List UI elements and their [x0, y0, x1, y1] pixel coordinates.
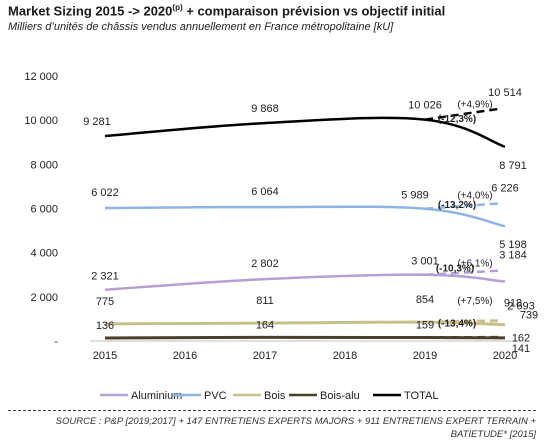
legend-label: Aluminium	[131, 390, 182, 402]
title-superscript: (p)	[172, 3, 183, 12]
chart-title: Market Sizing 2015 -> 2020(p) + comparai…	[8, 3, 445, 18]
data-label: 6 022	[91, 187, 119, 199]
growth-target-label: (+4,9%)	[457, 100, 492, 111]
title-rest: + comparaison prévision vs objectif init…	[182, 3, 446, 19]
data-label: 6 064	[251, 186, 279, 198]
series-line-aluminium	[104, 273, 506, 291]
data-label: 9 281	[83, 116, 111, 128]
data-label: 9 868	[251, 103, 279, 115]
source-note: SOURCE : P&P [2019;2017] + 147 ENTRETIEN…	[55, 416, 536, 440]
series-line-total	[104, 116, 506, 149]
series-line-bois-alu	[104, 335, 506, 340]
y-tick-label: 10 000	[24, 115, 58, 127]
y-tick-label: 8 000	[30, 159, 58, 171]
legend-label: PVC	[204, 390, 227, 402]
data-label: 2 802	[251, 258, 279, 270]
chart-subtitle: Milliers d’unités de châssis vendus annu…	[8, 21, 394, 33]
data-label: 5 989	[401, 190, 429, 202]
x-tick-label: 2019	[413, 350, 437, 362]
legend-label: Bois	[264, 390, 286, 402]
x-tick-label: 2015	[93, 350, 117, 362]
footer-divider	[8, 410, 536, 411]
data-label: 159	[416, 319, 434, 331]
data-label: 164	[256, 319, 274, 331]
target-label: 162	[512, 332, 530, 344]
data-label: 141	[512, 343, 530, 355]
y-tick-label: 12 000	[24, 71, 58, 83]
growth-actual-label: (-13,4%)	[438, 319, 476, 330]
title-main: Market Sizing 2015 -> 2020	[8, 3, 173, 19]
growth-target-label: (+6,1%)	[457, 259, 492, 270]
series-line-pvc	[104, 205, 506, 228]
data-label: 739	[520, 310, 538, 322]
y-tick-label: 2 000	[30, 292, 58, 304]
target-label: 10 514	[488, 87, 522, 99]
growth-actual-label: (-12,3%)	[438, 114, 476, 125]
line-chart: - 2 000 4 000 6 000 8 000 10 000 12 000 2015 201…	[24, 71, 538, 402]
target-label: 3 184	[499, 250, 527, 262]
growth-actual-label: (-13,2%)	[438, 200, 476, 211]
y-tick-label: 4 000	[30, 248, 58, 260]
data-label: 775	[96, 296, 114, 308]
target-label: 918	[504, 298, 522, 310]
data-label: 2 693	[507, 301, 535, 313]
data-label: 811	[256, 295, 274, 307]
data-label: 136	[96, 320, 114, 332]
legend-label: TOTAL	[404, 390, 438, 402]
x-tick-label: 2017	[253, 350, 277, 362]
data-label: 2 321	[91, 271, 119, 283]
y-tick-label: 6 000	[30, 204, 58, 216]
growth-target-label: (+7,5%)	[457, 296, 492, 307]
y-tick-label: -	[54, 336, 58, 348]
target-label: 6 226	[491, 183, 519, 195]
series-line-bois	[104, 320, 506, 327]
growth-target-label: (+4,0%)	[457, 191, 492, 202]
legend-label: Bois-alu	[320, 390, 360, 402]
x-tick-label: 2020	[493, 350, 517, 362]
growth-actual-label: (-10,3%)	[436, 264, 474, 275]
data-label: 3 001	[411, 256, 439, 268]
x-tick-label: 2018	[333, 350, 357, 362]
data-label: 854	[416, 294, 434, 306]
data-label: 5 198	[499, 239, 527, 251]
data-label: 10 026	[408, 100, 442, 112]
data-label: 8 791	[499, 160, 527, 172]
x-tick-label: 2016	[173, 350, 197, 362]
